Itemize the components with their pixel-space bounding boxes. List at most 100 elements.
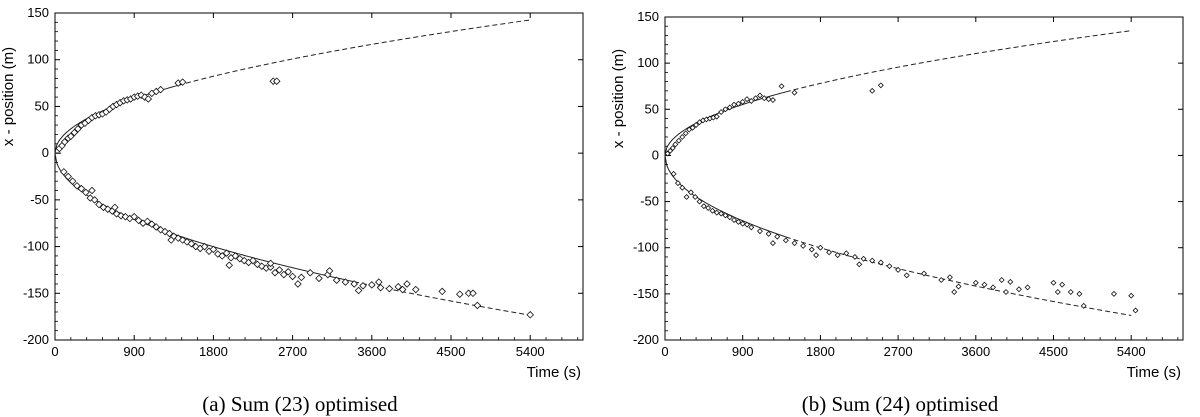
chart-b: -200 -150 -100 -50 0 50 100 150 0 900 1800 2700 3600… xyxy=(610,9,1184,381)
data-point xyxy=(469,289,477,298)
data-point xyxy=(214,250,222,258)
data-point xyxy=(77,184,86,193)
data-point xyxy=(869,87,876,94)
x-tick-label: 900 xyxy=(732,344,754,359)
data-point xyxy=(778,83,785,90)
y-tick-label: 100 xyxy=(637,55,659,70)
x-tick-label: 2700 xyxy=(278,344,307,359)
data-point xyxy=(148,220,156,228)
data-point xyxy=(718,109,725,116)
data-point xyxy=(165,229,174,238)
data-point xyxy=(253,260,262,269)
x-axis-label: Time (s) xyxy=(527,364,581,381)
data-point xyxy=(692,193,699,200)
data-point xyxy=(895,266,902,273)
y-tick-label: -100 xyxy=(23,239,49,254)
data-point xyxy=(877,259,884,266)
data-point xyxy=(689,124,696,131)
data-point xyxy=(856,261,863,268)
data-point xyxy=(972,279,979,286)
data-point xyxy=(938,277,945,283)
y-tick-label: 150 xyxy=(637,9,659,24)
data-point xyxy=(1050,279,1057,286)
y-tick-label: -50 xyxy=(30,192,49,207)
data-point xyxy=(1007,278,1014,285)
data-point xyxy=(240,256,248,265)
data-point xyxy=(266,259,275,268)
data-point xyxy=(70,128,79,137)
y-tick-label: -200 xyxy=(633,332,659,347)
data-point xyxy=(670,170,677,177)
data-point xyxy=(249,256,257,265)
data-point xyxy=(90,196,99,204)
data-point xyxy=(765,230,772,237)
y-axis-label: x - position (m) xyxy=(610,49,627,148)
data-point xyxy=(791,240,798,247)
chart-a: -200 -150 -100 -50 0 50 100 150 0 900 1800 2700 3600… xyxy=(0,5,584,381)
data-point xyxy=(325,267,334,275)
data-point xyxy=(526,311,534,319)
data-point xyxy=(284,268,292,276)
data-point xyxy=(713,113,720,120)
data-point xyxy=(174,234,182,242)
data-point xyxy=(683,193,690,200)
model-curve-dashed-0 xyxy=(785,30,1132,93)
data-point xyxy=(134,216,143,225)
data-point xyxy=(757,92,763,99)
data-point xyxy=(761,95,768,102)
plot-frame xyxy=(54,12,584,341)
data-point xyxy=(757,228,763,235)
data-point xyxy=(990,284,997,291)
data-point xyxy=(412,285,420,294)
data-point xyxy=(143,217,152,226)
data-point xyxy=(152,223,160,231)
data-point xyxy=(1067,289,1074,295)
data-point xyxy=(178,78,187,86)
data-point xyxy=(735,218,742,225)
x-tick-label: 0 xyxy=(51,344,58,359)
data-point xyxy=(359,282,367,290)
data-point xyxy=(1132,307,1139,314)
data-point xyxy=(744,221,750,228)
data-point xyxy=(275,266,284,274)
model-curve-solid-1 xyxy=(54,153,355,283)
data-point xyxy=(946,274,953,281)
chart-panel-a: -200 -150 -100 -50 0 50 100 150 0 900 1800 2700 3600… xyxy=(0,5,584,416)
model-curve-dashed-0 xyxy=(178,19,531,86)
data-point xyxy=(332,276,341,284)
y-tick-label: 100 xyxy=(27,52,49,67)
data-point xyxy=(368,281,376,289)
data-point xyxy=(739,98,746,105)
data-point xyxy=(161,227,169,236)
data-point xyxy=(739,220,746,227)
data-point xyxy=(140,93,149,101)
data-point xyxy=(456,290,464,298)
data-point xyxy=(826,249,832,256)
y-tick-label: 150 xyxy=(27,5,49,20)
data-point xyxy=(791,89,798,96)
plot-frame xyxy=(664,16,1184,341)
data-point xyxy=(679,134,686,140)
data-point xyxy=(88,186,96,195)
data-point xyxy=(1128,292,1135,299)
data-point xyxy=(315,274,323,283)
data-point xyxy=(403,280,411,288)
y-tick-label: 0 xyxy=(42,145,49,160)
data-point xyxy=(438,287,446,296)
y-tick-label: 0 xyxy=(652,147,659,162)
data-point xyxy=(187,240,196,248)
data-point xyxy=(722,212,729,219)
y-tick-label: -50 xyxy=(640,194,659,209)
x-tick-label: 0 xyxy=(661,344,668,359)
data-point xyxy=(705,205,712,211)
x-tick-label: 4500 xyxy=(437,344,466,359)
model-curve-dashed-1 xyxy=(785,236,1132,316)
y-tick-label: 50 xyxy=(645,101,659,116)
data-point xyxy=(869,257,876,264)
data-point xyxy=(998,277,1005,283)
data-point xyxy=(288,272,297,281)
x-tick-label: 5400 xyxy=(1117,344,1146,359)
data-point xyxy=(735,100,742,107)
data-point xyxy=(111,203,119,212)
data-point xyxy=(167,236,175,244)
